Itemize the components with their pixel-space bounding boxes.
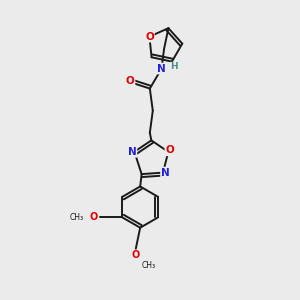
Text: N: N [128, 147, 136, 157]
Text: O: O [126, 76, 134, 86]
Text: CH₃: CH₃ [142, 262, 156, 271]
Text: CH₃: CH₃ [70, 213, 84, 222]
Text: O: O [145, 32, 154, 42]
Text: O: O [90, 212, 98, 222]
Text: N: N [157, 64, 166, 74]
Text: O: O [165, 145, 174, 155]
Text: H: H [170, 62, 178, 71]
Text: O: O [132, 250, 140, 260]
Text: N: N [161, 168, 170, 178]
